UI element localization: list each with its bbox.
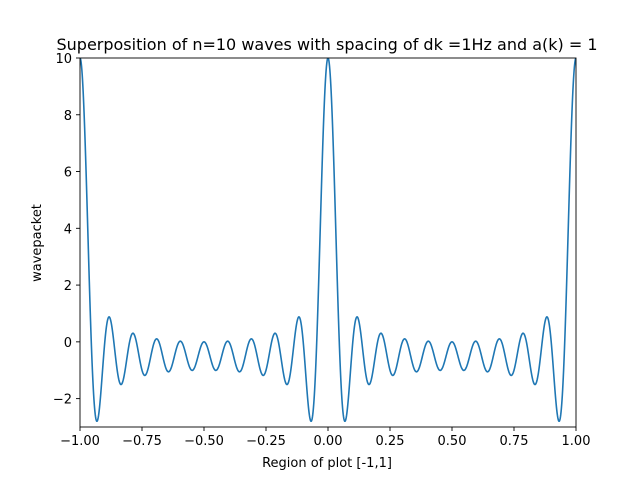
x-tick-label: 0.50 xyxy=(438,434,467,449)
wavepacket-line xyxy=(80,58,576,423)
y-tick-label: 10 xyxy=(55,52,72,67)
x-tick-label: −1.00 xyxy=(60,434,100,449)
y-tick-label: 0 xyxy=(64,336,72,351)
x-tick-label: −0.75 xyxy=(122,434,162,449)
x-tick-label: 1.00 xyxy=(562,434,591,449)
y-axis-label: wavepacket xyxy=(30,204,45,282)
x-tick-label: 0.75 xyxy=(500,434,529,449)
y-tick-label: 2 xyxy=(64,279,72,294)
y-tick-label: 8 xyxy=(64,109,72,124)
x-tick-label: −0.25 xyxy=(246,434,286,449)
x-tick-label: 0.00 xyxy=(314,434,343,449)
y-tick-label: 6 xyxy=(64,166,72,181)
x-tick-label: −0.50 xyxy=(184,434,224,449)
x-axis-label: Region of plot [-1,1] xyxy=(262,456,392,471)
chart-title: Superposition of n=10 waves with spacing… xyxy=(56,35,597,54)
y-tick-label: −2 xyxy=(53,393,72,408)
y-axis: −2 0 2 4 6 8 10 xyxy=(53,52,80,408)
x-axis: −1.00 −0.75 −0.50 −0.25 0.00 0.25 0.50 0.75 1.00 xyxy=(60,427,590,449)
y-tick-label: 4 xyxy=(64,222,72,237)
x-tick-label: 0.25 xyxy=(376,434,405,449)
